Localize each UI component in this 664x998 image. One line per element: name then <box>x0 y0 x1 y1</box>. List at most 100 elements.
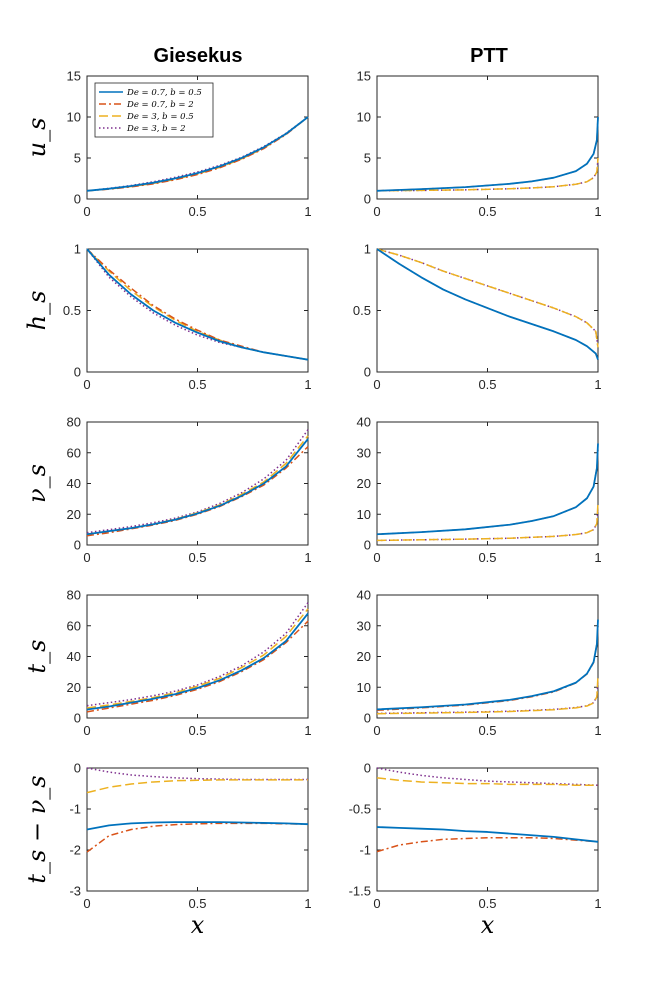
x-tick-label: 0.5 <box>188 377 206 392</box>
y-tick-label: -1 <box>359 843 371 858</box>
series-line-3 <box>86 429 309 534</box>
column-title-giesekus: Giesekus <box>154 45 243 67</box>
y-tick-label: 10 <box>67 110 81 125</box>
y-tick-label: 0 <box>74 761 81 776</box>
y-tick-label: -2 <box>69 843 81 858</box>
series-line-3 <box>376 767 599 786</box>
y-axis-label: ν_s <box>23 464 51 503</box>
y-tick-label: -3 <box>69 884 81 899</box>
series-line-2 <box>376 157 599 192</box>
y-tick-label: 40 <box>67 476 81 491</box>
x-tick-label: 0.5 <box>188 550 206 565</box>
x-tick-label: 0.5 <box>478 550 496 565</box>
y-tick-label: 0.5 <box>353 303 371 318</box>
y-tick-label: -1 <box>69 802 81 817</box>
y-tick-label: 15 <box>67 69 81 84</box>
y-tick-label: 40 <box>357 588 371 603</box>
y-axis-label: h_s <box>23 291 51 331</box>
x-tick-label: 1 <box>594 723 601 738</box>
x-tick-label: 0 <box>373 550 380 565</box>
y-tick-label: 0 <box>364 538 371 553</box>
x-tick-label: 1 <box>304 550 311 565</box>
y-tick-label: 60 <box>67 618 81 633</box>
plot-area <box>376 594 599 719</box>
y-tick-label: 0 <box>364 192 371 207</box>
series-line-0 <box>376 248 599 361</box>
x-tick-label: 0.5 <box>478 723 496 738</box>
x-tick-label: 0.5 <box>478 204 496 219</box>
panel-r3-c0: 0 0.5 1 0 20 40 60 80 t_s <box>23 588 312 739</box>
y-tick-label: 20 <box>67 680 81 695</box>
x-tick-label: 1 <box>304 377 311 392</box>
x-tick-label: 0 <box>373 204 380 219</box>
series-line-2 <box>376 777 598 786</box>
plot-area <box>376 248 599 373</box>
plot-area <box>86 767 309 892</box>
y-tick-label: 20 <box>357 476 371 491</box>
legend-entry: De = 0.7, b = 2 <box>126 100 194 110</box>
y-tick-label: 40 <box>357 415 371 430</box>
y-tick-label: 0 <box>364 761 371 776</box>
legend-entry: De = 3, b = 0.5 <box>126 112 194 122</box>
y-tick-label: 30 <box>357 445 371 460</box>
y-tick-label: 0 <box>74 711 81 726</box>
x-tick-label: 0 <box>373 723 380 738</box>
panel-r4-c1: 0 0.5 1 -1.5 -1 -0.5 0 x <box>349 761 602 940</box>
x-tick-label: 0 <box>83 723 90 738</box>
y-tick-label: 0 <box>74 365 81 380</box>
y-tick-label: 1 <box>74 242 81 257</box>
x-tick-label: 0.5 <box>188 204 206 219</box>
x-tick-label: 1 <box>594 204 601 219</box>
column-title-ptt: PTT <box>470 45 508 67</box>
series-line-0 <box>86 438 309 536</box>
legend-entry: De = 0.7, b = 0.5 <box>126 88 202 98</box>
x-tick-label: 0.5 <box>188 896 206 911</box>
y-tick-label: 5 <box>74 151 81 166</box>
x-tick-label: 0.5 <box>478 896 496 911</box>
series-line-2 <box>376 674 599 715</box>
x-tick-label: 1 <box>594 896 601 911</box>
y-axis-label: u_s <box>23 118 51 158</box>
series-line-2 <box>86 608 309 709</box>
x-tick-label: 0 <box>373 896 380 911</box>
legend: De = 0.7, b = 0.5 De = 0.7, b = 2 De = 3, … <box>94 82 214 138</box>
y-tick-label: 1 <box>364 242 371 257</box>
y-tick-label: 40 <box>67 649 81 664</box>
plot-area <box>86 421 309 546</box>
series-line-0 <box>86 248 309 361</box>
panel-r1-c0: 0 0.5 1 0 0.5 1 h_s <box>23 242 312 393</box>
x-tick-label: 0 <box>83 204 90 219</box>
series-line-0 <box>86 821 309 831</box>
y-tick-label: 0 <box>74 192 81 207</box>
plot-area <box>376 75 599 200</box>
panel-r2-c0: 0 0.5 1 0 20 40 60 80 ν_s <box>23 415 312 566</box>
y-tick-label: 0 <box>364 711 371 726</box>
y-tick-label: -1.5 <box>349 884 371 899</box>
series-line-2 <box>86 779 308 794</box>
series-line-0 <box>376 826 599 843</box>
series-line-0 <box>86 116 309 192</box>
y-tick-label: -0.5 <box>349 802 371 817</box>
y-tick-label: 0 <box>364 365 371 380</box>
series-line-0 <box>376 116 599 192</box>
x-tick-label: 0 <box>373 377 380 392</box>
y-tick-label: 30 <box>357 618 371 633</box>
x-tick-label: 0 <box>83 896 90 911</box>
y-tick-label: 10 <box>357 507 371 522</box>
series-line-1 <box>376 836 599 853</box>
y-tick-label: 20 <box>357 649 371 664</box>
x-tick-label: 1 <box>594 377 601 392</box>
panel-r4-c0: 0 0.5 1 -3 -2 -1 0 t_s − ν_sx <box>23 761 312 940</box>
y-tick-label: 0 <box>74 538 81 553</box>
series-line-0 <box>86 612 309 711</box>
x-tick-label: 0.5 <box>478 377 496 392</box>
y-axis-label: t_s − ν_s <box>23 775 51 883</box>
y-axis-label: t_s <box>23 640 51 674</box>
x-axis-label: x <box>481 911 495 939</box>
x-tick-label: 1 <box>304 896 311 911</box>
